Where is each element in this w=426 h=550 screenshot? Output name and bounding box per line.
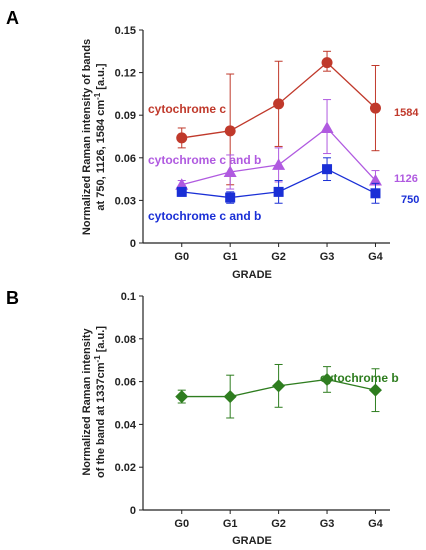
panel-a-x-tick-label: G1	[223, 251, 238, 263]
panel-b-x-tick-label: G0	[174, 518, 189, 530]
data-point-triangle	[272, 158, 286, 170]
data-point-diamond	[320, 372, 334, 386]
panel-a-y-tick-label: 0.03	[115, 195, 136, 207]
panel-b-y-tick-label: 0	[130, 505, 136, 517]
end-label-1584: 1584	[394, 107, 419, 119]
panel-a-x-tick-label: G2	[271, 251, 286, 263]
data-point-diamond	[272, 379, 286, 393]
panel-b-y-axis-title-line2: of the band at 1337cm-1 [a.u.]	[93, 326, 107, 478]
panel-a-label: A	[6, 8, 19, 28]
panel-a-y-axis-title-line1: Normalized Raman intensity of bands	[81, 39, 93, 235]
panel-b-y-axis-title-line1: Normalized Raman intensity	[81, 327, 93, 475]
panel-a-x-axis-title: GRADE	[232, 269, 272, 281]
data-point-circle	[321, 57, 333, 69]
panel-b-x-axis-title: GRADE	[232, 535, 272, 547]
panel-a-x-tick-label: G4	[368, 251, 384, 263]
data-point-square	[370, 188, 381, 199]
panel-b-y-tick-label: 0.08	[115, 334, 136, 346]
panel-b-x-tick-label: G2	[271, 518, 286, 530]
data-point-diamond	[223, 390, 237, 404]
panel-b-y-tick-label: 0.02	[115, 462, 136, 474]
panel-b-y-tick-label: 0.04	[115, 419, 137, 431]
data-point-circle	[176, 132, 188, 144]
data-point-diamond	[368, 383, 382, 397]
data-point-square	[273, 186, 284, 197]
panel-a-y-axis-title-line2: at 750, 1126, 1584 cm-1 [a.u.]	[93, 63, 107, 211]
data-point-triangle	[368, 174, 382, 186]
series-label-cytochrome-c-and-b-750: cytochrome c and b	[148, 209, 261, 223]
panel-b-y-tick-label: 0.06	[115, 377, 136, 389]
data-point-triangle	[223, 165, 237, 177]
data-point-square	[322, 164, 333, 175]
data-point-diamond	[175, 390, 189, 404]
panel-b-x-tick-label: G3	[320, 518, 335, 530]
panel-a-y-tick-label: 0.09	[115, 110, 136, 122]
end-label-1126: 1126	[394, 173, 418, 185]
panel-a-x-tick-label: G3	[320, 251, 335, 263]
panel-a-y-tick-label: 0.15	[115, 25, 136, 37]
data-point-triangle	[320, 121, 334, 133]
panel-b-x-tick-label: G4	[368, 518, 384, 530]
panel-a-y-tick-label: 0.12	[115, 68, 136, 80]
data-point-square	[225, 192, 236, 203]
series-label-cytochrome-c: cytochrome c	[148, 102, 226, 116]
data-point-square	[176, 186, 187, 197]
chart-marks: 0 0.03 0.06 0.09 0.12 0.15 G0 G1 G2 G3 G4 0 0.02 0.04…	[115, 25, 390, 530]
panel-a-x-tick-label: G0	[174, 251, 189, 263]
panel-a-y-tick-label: 0	[130, 238, 136, 250]
panel-b-x-tick-label: G1	[223, 518, 238, 530]
panel-b-label: B	[6, 288, 19, 308]
panel-b-y-tick-label: 0.1	[121, 291, 136, 303]
end-label-750: 750	[401, 194, 419, 206]
panel-a-y-tick-label: 0.06	[115, 153, 136, 165]
series-label-cytochrome-c-and-b-1126: cytochrome c and b	[148, 153, 261, 167]
series-label-cytochrome-b: cytochrome b	[320, 371, 399, 385]
data-point-circle	[224, 125, 236, 137]
data-point-circle	[369, 102, 381, 114]
data-point-circle	[273, 98, 285, 110]
